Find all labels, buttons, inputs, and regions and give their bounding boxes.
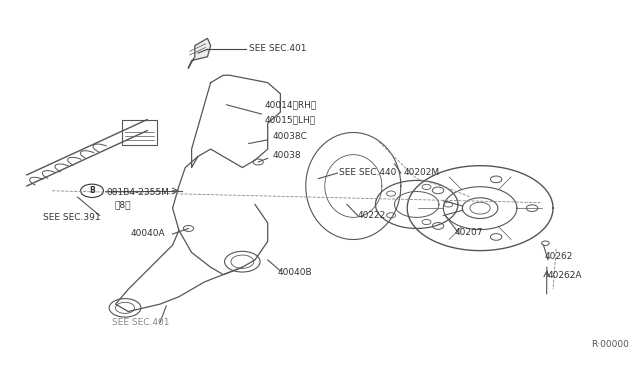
Text: （8）: （8） xyxy=(115,201,131,210)
Text: SEE SEC.401: SEE SEC.401 xyxy=(249,44,306,53)
Text: SEE SEC.401: SEE SEC.401 xyxy=(113,318,170,327)
Text: 081B4-2355M: 081B4-2355M xyxy=(106,188,169,197)
Text: 40202M: 40202M xyxy=(403,168,440,177)
Text: 40262: 40262 xyxy=(545,252,573,262)
Text: 40040B: 40040B xyxy=(277,268,312,277)
Bar xyxy=(122,119,157,145)
Text: 40015（LH）: 40015（LH） xyxy=(264,116,316,125)
Text: SEE SEC.391: SEE SEC.391 xyxy=(43,213,100,222)
Text: 40207: 40207 xyxy=(455,228,483,237)
Text: 40222: 40222 xyxy=(358,211,386,220)
Text: 40040A: 40040A xyxy=(131,229,165,238)
Text: 40014（RH）: 40014（RH） xyxy=(264,100,317,109)
Text: B: B xyxy=(89,186,95,195)
Text: SEE SEC.440: SEE SEC.440 xyxy=(339,168,396,177)
Text: 40038C: 40038C xyxy=(272,132,307,141)
Polygon shape xyxy=(188,38,211,68)
Text: 40038: 40038 xyxy=(272,151,301,160)
Text: 40262A: 40262A xyxy=(548,271,582,280)
Text: R·00000: R·00000 xyxy=(591,340,629,349)
